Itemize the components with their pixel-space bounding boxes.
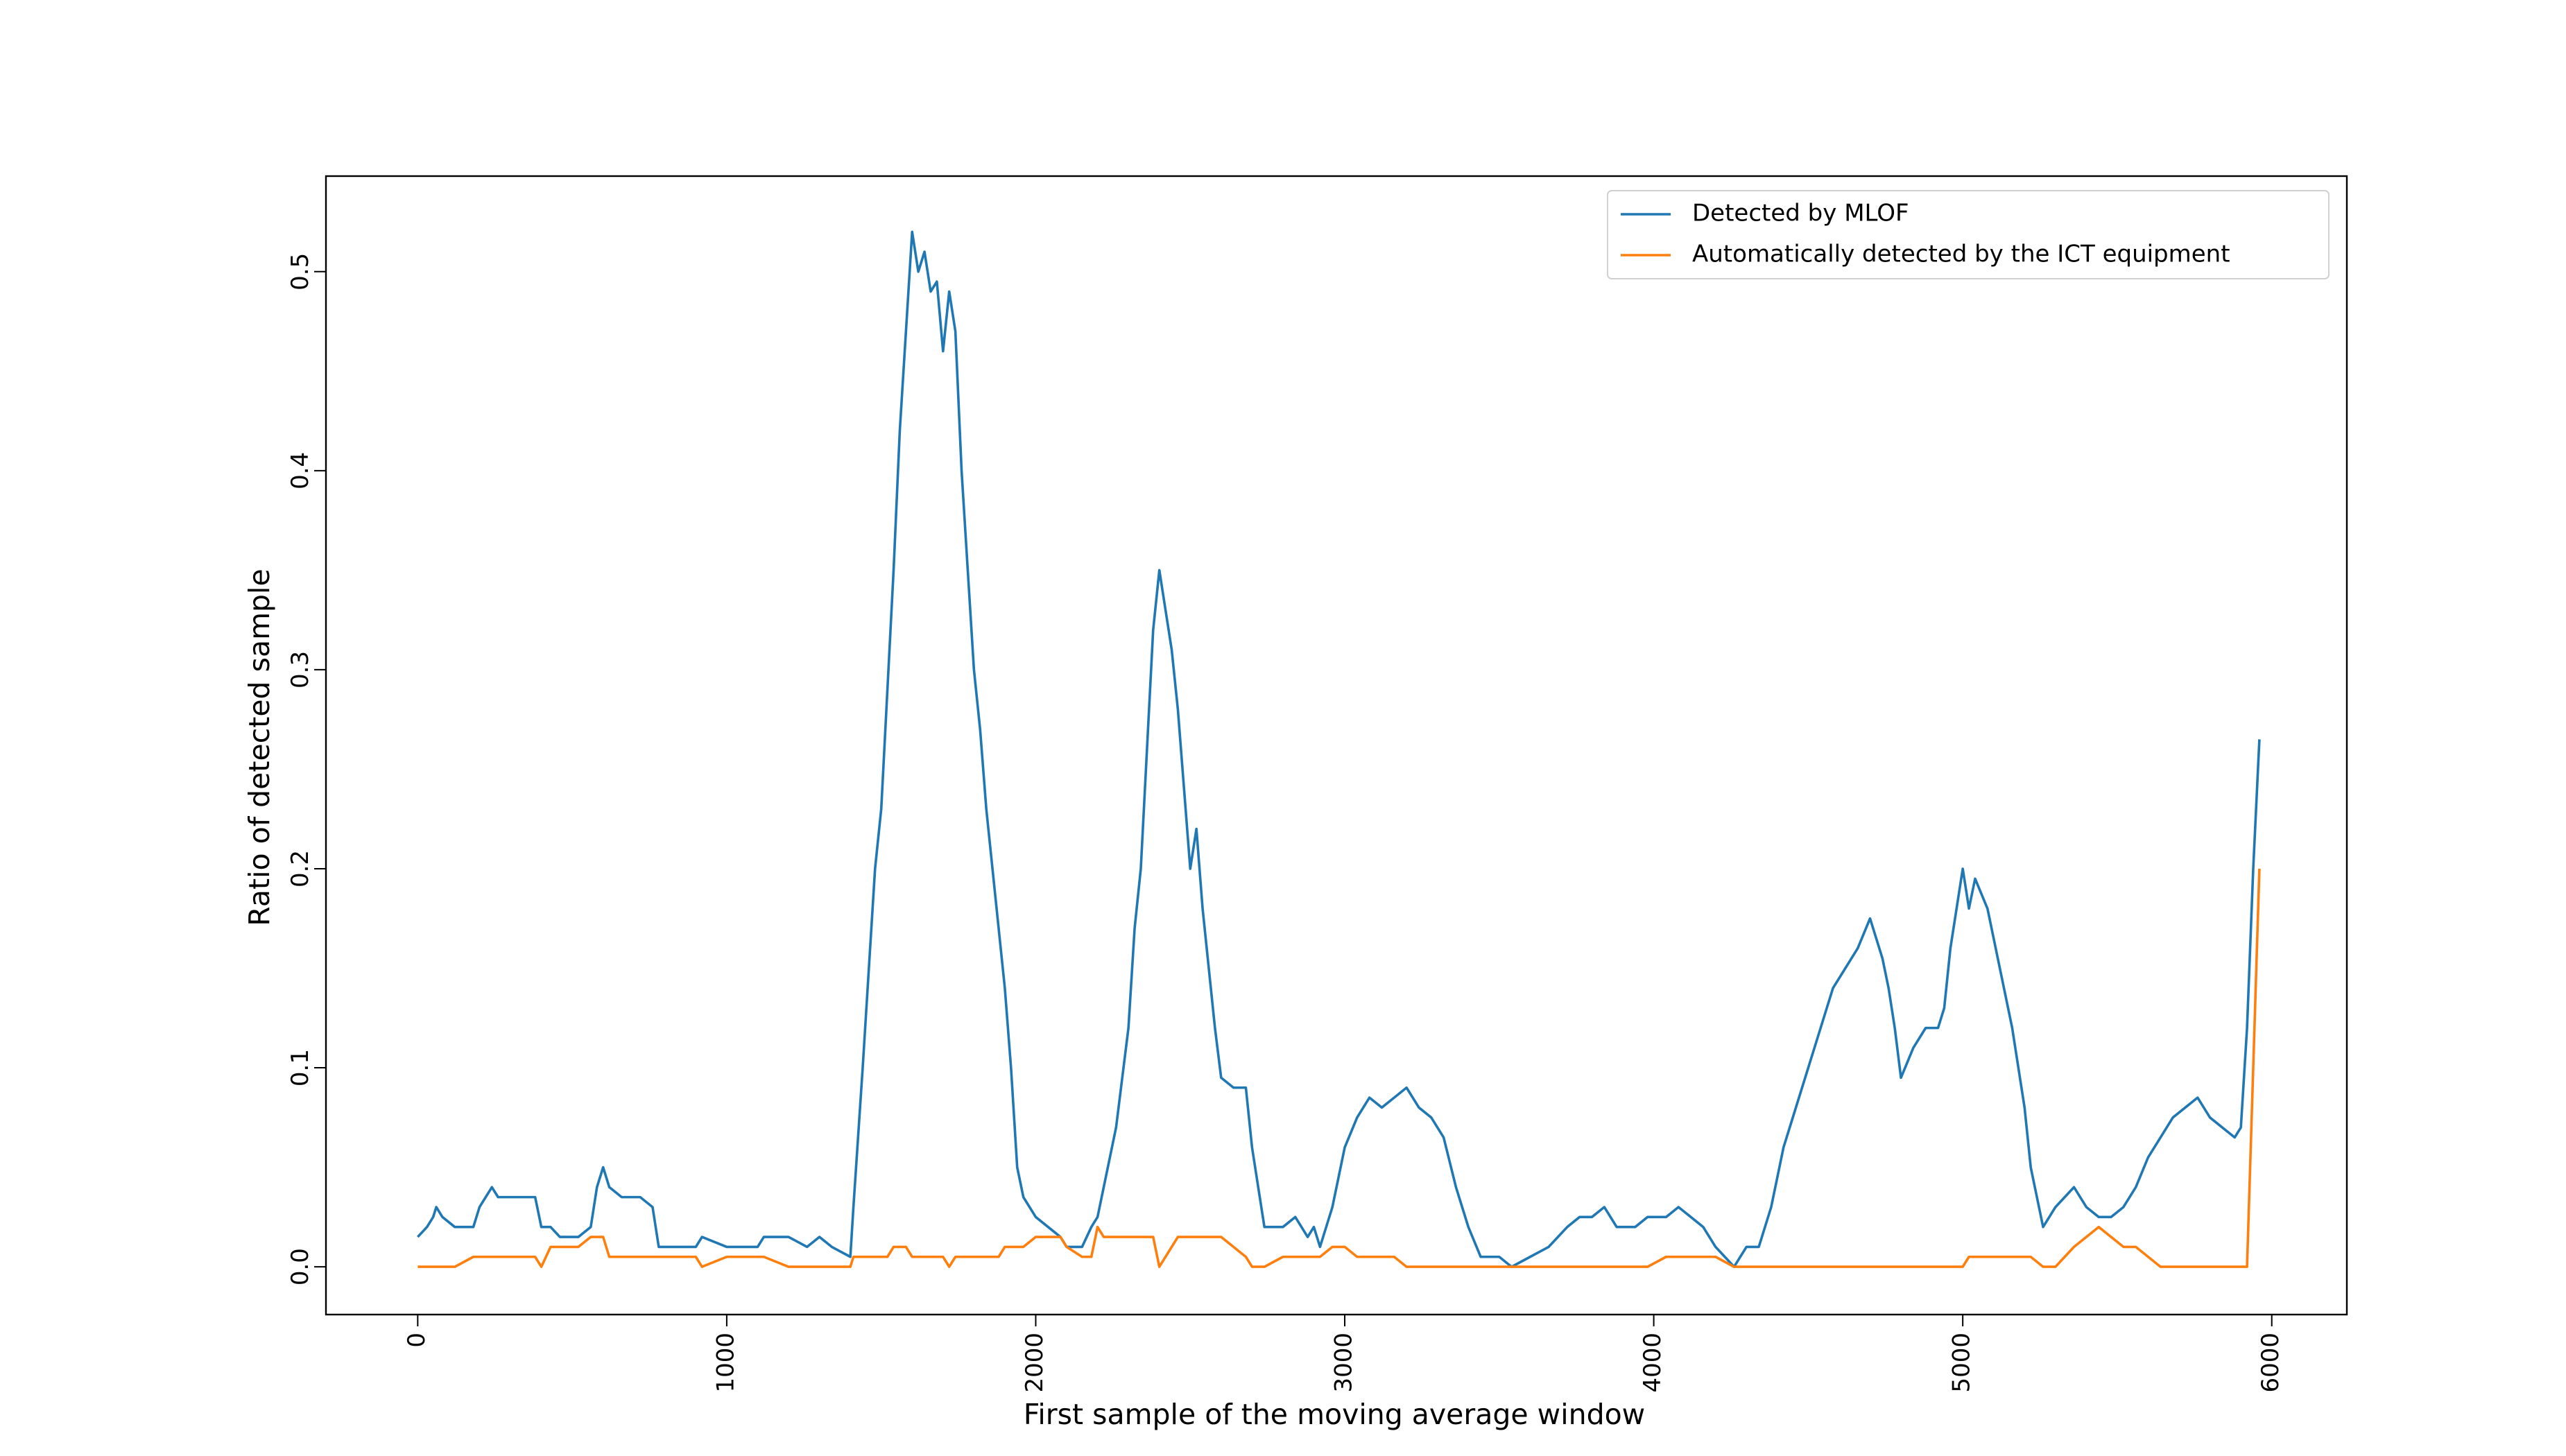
legend-label: Detected by MLOF bbox=[1692, 200, 1909, 227]
y-tick-label: 0.2 bbox=[286, 850, 314, 887]
y-tick-label: 0.5 bbox=[286, 253, 314, 291]
y-tick-label: 0.1 bbox=[286, 1049, 314, 1086]
x-axis-title: First sample of the moving average windo… bbox=[1024, 1398, 1645, 1431]
x-tick-label: 4000 bbox=[1639, 1333, 1667, 1393]
x-tick-label: 1000 bbox=[712, 1333, 739, 1393]
y-tick-label: 0.3 bbox=[286, 651, 314, 688]
plot-frame bbox=[325, 175, 2348, 1316]
y-tick-label: 0.0 bbox=[286, 1248, 314, 1285]
series-line bbox=[417, 868, 2261, 1268]
x-tick-label: 5000 bbox=[1948, 1333, 1976, 1393]
legend-box bbox=[1607, 190, 2330, 279]
y-tick-label: 0.4 bbox=[286, 452, 314, 489]
x-tick-label: 0 bbox=[403, 1333, 431, 1348]
series-line bbox=[417, 230, 2261, 1268]
x-tick-label: 2000 bbox=[1021, 1333, 1049, 1393]
x-tick-label: 3000 bbox=[1330, 1333, 1358, 1393]
legend-label: Automatically detected by the ICT equipm… bbox=[1692, 241, 2230, 268]
y-axis-title: Ratio of detected sample bbox=[243, 569, 276, 926]
x-tick-label: 6000 bbox=[2257, 1333, 2284, 1393]
